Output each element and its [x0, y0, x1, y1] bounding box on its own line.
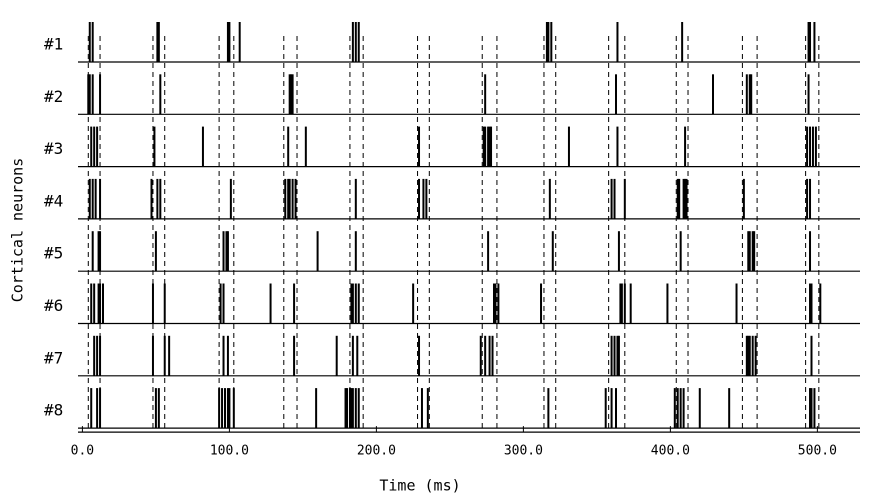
x-tick-label: 100.0	[210, 444, 249, 459]
x-tick-label: 0.0	[71, 444, 94, 459]
y-axis-label: Cortical neurons	[9, 158, 27, 303]
x-axis-label: Time (ms)	[379, 477, 460, 495]
x-tick-label: 500.0	[798, 444, 837, 459]
x-tick-label: 300.0	[504, 444, 543, 459]
row-label: #7	[44, 348, 63, 367]
row-label: #3	[44, 139, 63, 158]
row-label: #8	[44, 401, 63, 420]
row-label: #4	[44, 191, 63, 210]
x-tick-label: 400.0	[651, 444, 690, 459]
row-label: #5	[44, 244, 63, 263]
row-label: #1	[44, 35, 63, 54]
row-label: #2	[44, 87, 63, 106]
x-tick-label: 200.0	[357, 444, 396, 459]
row-label: #6	[44, 296, 63, 315]
